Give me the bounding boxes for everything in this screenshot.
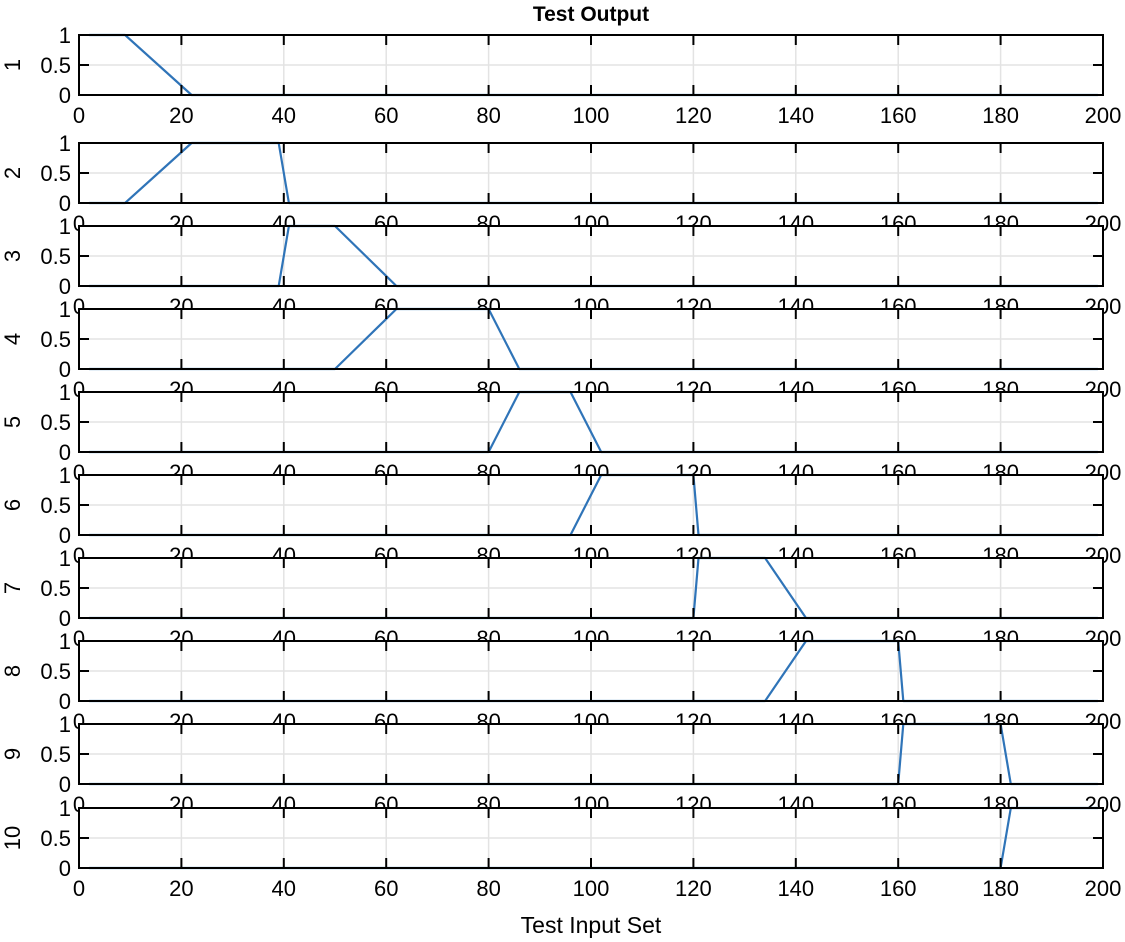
y-tick-label: 1: [59, 214, 71, 239]
x-tick-label: 80: [476, 876, 500, 901]
x-tick-label: 60: [374, 876, 398, 901]
x-tick-label: 100: [573, 876, 610, 901]
y-axis-label: 3: [0, 250, 25, 262]
y-axis-label: 7: [0, 582, 25, 594]
y-axis-label: 6: [0, 499, 25, 511]
y-tick-label: 0.5: [40, 576, 71, 601]
x-tick-label: 0: [73, 876, 85, 901]
y-tick-label: 0.5: [40, 826, 71, 851]
y-tick-label: 0: [59, 856, 71, 881]
y-axis-label: 1: [0, 59, 25, 71]
y-axis-label: 8: [0, 665, 25, 677]
y-tick-label: 0.5: [40, 161, 71, 186]
y-tick-label: 0.5: [40, 742, 71, 767]
y-tick-label: 0: [59, 606, 71, 631]
y-tick-label: 1: [59, 297, 71, 322]
x-tick-label: 200: [1085, 103, 1122, 128]
y-tick-label: 0.5: [40, 659, 71, 684]
x-tick-label: 0: [73, 103, 85, 128]
x-tick-label: 180: [982, 876, 1019, 901]
x-tick-label: 160: [880, 103, 917, 128]
y-tick-label: 0.5: [40, 410, 71, 435]
y-tick-label: 0: [59, 440, 71, 465]
y-axis-label: 9: [0, 748, 25, 760]
x-tick-label: 140: [777, 103, 814, 128]
x-tick-label: 80: [476, 103, 500, 128]
y-tick-label: 0: [59, 191, 71, 216]
y-tick-label: 1: [59, 796, 71, 821]
y-axis-label: 5: [0, 416, 25, 428]
y-tick-label: 0: [59, 274, 71, 299]
y-tick-label: 1: [59, 463, 71, 488]
y-tick-label: 0.5: [40, 244, 71, 269]
chart-title: Test Output: [532, 3, 650, 26]
x-tick-label: 180: [982, 103, 1019, 128]
y-tick-label: 1: [59, 380, 71, 405]
y-tick-label: 0.5: [40, 53, 71, 78]
y-tick-label: 1: [59, 629, 71, 654]
x-tick-label: 40: [272, 876, 296, 901]
x-tick-label: 20: [169, 876, 193, 901]
y-tick-label: 0: [59, 357, 71, 382]
x-tick-label: 60: [374, 103, 398, 128]
x-axis-label: Test Input Set: [520, 912, 662, 938]
y-axis-label: 2: [0, 167, 25, 179]
x-tick-label: 120: [675, 103, 712, 128]
y-tick-label: 0: [59, 83, 71, 108]
x-tick-label: 160: [880, 876, 917, 901]
x-tick-label: 120: [675, 876, 712, 901]
y-tick-label: 1: [59, 712, 71, 737]
y-tick-label: 0.5: [40, 493, 71, 518]
y-tick-label: 1: [59, 546, 71, 571]
y-axis-label: 10: [0, 826, 25, 850]
y-tick-label: 1: [59, 131, 71, 156]
x-tick-label: 20: [169, 103, 193, 128]
x-tick-label: 100: [573, 103, 610, 128]
y-tick-label: 0: [59, 689, 71, 714]
y-tick-label: 1: [59, 23, 71, 48]
x-tick-label: 40: [272, 103, 296, 128]
y-tick-label: 0.5: [40, 327, 71, 352]
y-axis-label: 4: [0, 333, 25, 345]
y-tick-label: 0: [59, 523, 71, 548]
x-tick-label: 140: [777, 876, 814, 901]
y-tick-label: 0: [59, 772, 71, 797]
x-tick-label: 200: [1085, 876, 1122, 901]
